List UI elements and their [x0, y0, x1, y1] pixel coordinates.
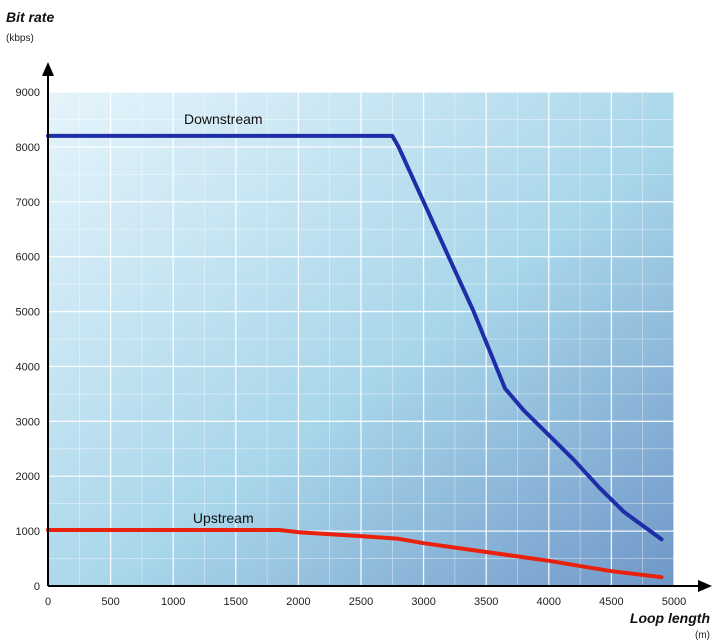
- x-tick-label: 1000: [161, 596, 185, 608]
- x-tick-label: 4500: [599, 596, 623, 608]
- y-axis-unit: (kbps): [6, 33, 34, 44]
- y-tick-label: 5000: [16, 307, 40, 319]
- x-axis-unit: (m): [695, 630, 710, 641]
- y-tick-label: 1000: [16, 526, 40, 538]
- x-tick-label: 1500: [224, 596, 248, 608]
- y-tick-label: 9000: [16, 87, 40, 99]
- x-tick-label: 3000: [411, 596, 435, 608]
- y-tick-label: 7000: [16, 197, 40, 209]
- series-label-upstream: Upstream: [193, 510, 254, 526]
- gridlines: [48, 91, 675, 586]
- series-line-downstream: [46, 133, 664, 542]
- x-tick-label: 2500: [349, 596, 373, 608]
- x-tick-label: 3500: [474, 596, 498, 608]
- x-tick-label: 2000: [286, 596, 310, 608]
- x-tick-label: 5000: [662, 596, 686, 608]
- axes: [42, 62, 712, 592]
- series-label-downstream: Downstream: [184, 111, 263, 127]
- x-tick-label: 500: [101, 596, 119, 608]
- x-tick-label: 4000: [537, 596, 561, 608]
- y-tick-label: 4000: [16, 361, 40, 373]
- y-axis-arrow-icon: [42, 62, 54, 76]
- y-tick-label: 2000: [16, 471, 40, 483]
- series-line-upstream: [46, 528, 664, 580]
- y-tick-label: 8000: [16, 142, 40, 154]
- x-tick-label: 0: [45, 596, 51, 608]
- series-layer: Downstream Upstream: [46, 111, 664, 580]
- y-axis-title: Bit rate: [6, 9, 54, 25]
- y-tick-label: 3000: [16, 416, 40, 428]
- y-tick-labels: 0 1000 2000 3000 4000 5000 6000 7000 8000 9000: [16, 87, 40, 593]
- y-tick-label: 0: [34, 581, 40, 593]
- x-tick-labels: 0 500 1000 1500 2000 2500 3000 3500 4000 4500 5000: [45, 596, 686, 608]
- y-tick-label: 6000: [16, 252, 40, 264]
- x-axis-arrow-icon: [698, 580, 712, 592]
- x-axis-title: Loop length: [630, 610, 710, 626]
